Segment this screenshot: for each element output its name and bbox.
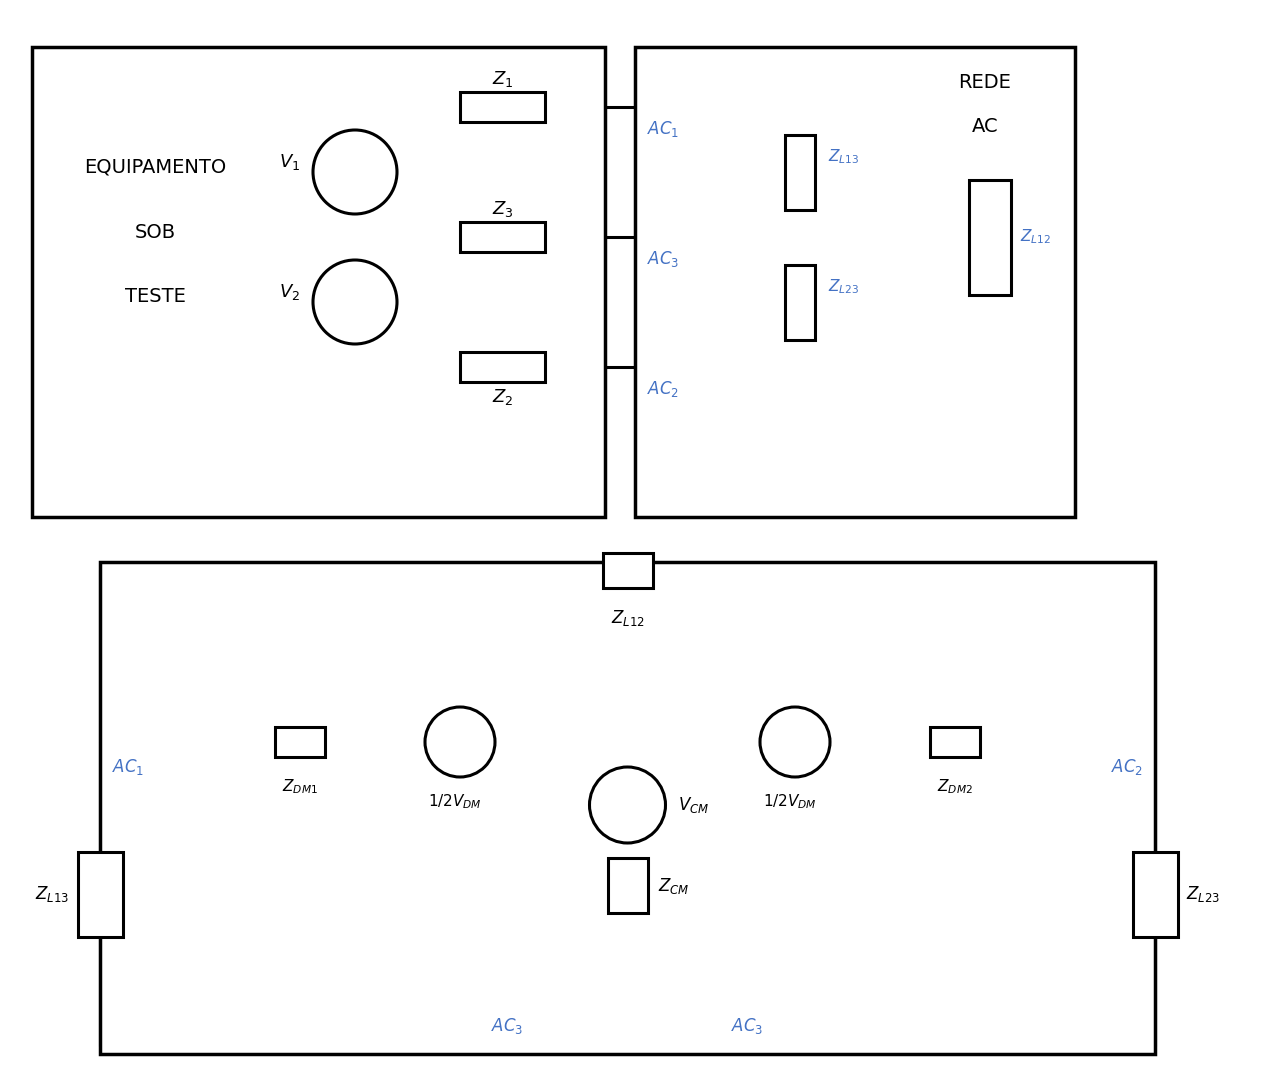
Text: AC: AC [972,118,999,136]
Text: $Z_3$: $Z_3$ [492,199,514,219]
Text: $V_1$: $V_1$ [280,152,300,173]
Bar [930,727,980,757]
Text: $AC_2$: $AC_2$ [1111,757,1143,778]
Bar [460,222,544,252]
Text: +: + [430,733,444,751]
Text: $AC_1$: $AC_1$ [647,119,679,139]
Bar [460,352,544,382]
Text: $Z_{DM2}$: $Z_{DM2}$ [937,778,973,796]
Text: $AC_3$: $AC_3$ [647,249,679,269]
Text: $Z_2$: $Z_2$ [492,387,514,407]
Text: $V_2$: $V_2$ [280,282,300,302]
Text: $AC_1$: $AC_1$ [112,757,144,778]
Bar [460,92,544,122]
Circle shape [425,707,496,778]
Text: $Z_{DM1}$: $Z_{DM1}$ [282,778,318,796]
Circle shape [313,130,397,214]
Text: +: + [620,773,634,792]
Text: $Z_{L23}$: $Z_{L23}$ [1185,885,1220,904]
Bar [602,553,652,587]
Text: $V_{CM}$: $V_{CM}$ [678,795,709,815]
Text: $Z_{L12}$: $Z_{L12}$ [1019,227,1052,247]
Bar [607,858,647,913]
Text: $AC_3$: $AC_3$ [492,1016,524,1036]
Text: −: − [810,733,824,751]
Text: TESTE: TESTE [125,287,185,307]
Bar [1132,852,1177,937]
Bar [785,134,815,210]
Text: $Z_{L13}$: $Z_{L13}$ [828,147,859,166]
Text: +: + [348,140,362,158]
Circle shape [313,260,397,344]
Text: $1/2V_{DM}$: $1/2V_{DM}$ [763,792,817,810]
Text: $Z_{L23}$: $Z_{L23}$ [828,277,859,296]
Text: −: − [348,186,362,204]
Text: −: − [476,733,489,751]
Bar [32,47,605,517]
Circle shape [760,707,829,778]
Text: −: − [348,270,362,288]
Bar [77,852,122,937]
Text: $AC_2$: $AC_2$ [647,379,679,399]
Bar [785,264,815,340]
Text: $Z_1$: $Z_1$ [492,69,514,90]
Text: $Z_{L12}$: $Z_{L12}$ [611,608,645,628]
Text: $1/2V_{DM}$: $1/2V_{DM}$ [428,792,482,810]
Text: +: + [348,316,362,334]
Bar [100,562,1156,1054]
Text: EQUIPAMENTO: EQUIPAMENTO [83,157,226,177]
Text: −: − [620,819,634,836]
Bar [275,727,325,757]
Text: $Z_{CM}$: $Z_{CM}$ [657,876,690,895]
Bar [636,47,1075,517]
Text: $Z_{L13}$: $Z_{L13}$ [36,885,69,904]
Bar [969,179,1011,295]
Text: +: + [765,733,779,751]
Circle shape [589,767,665,843]
Text: REDE: REDE [959,72,1012,92]
Text: SOB: SOB [135,223,176,241]
Text: $AC_3$: $AC_3$ [732,1016,764,1036]
